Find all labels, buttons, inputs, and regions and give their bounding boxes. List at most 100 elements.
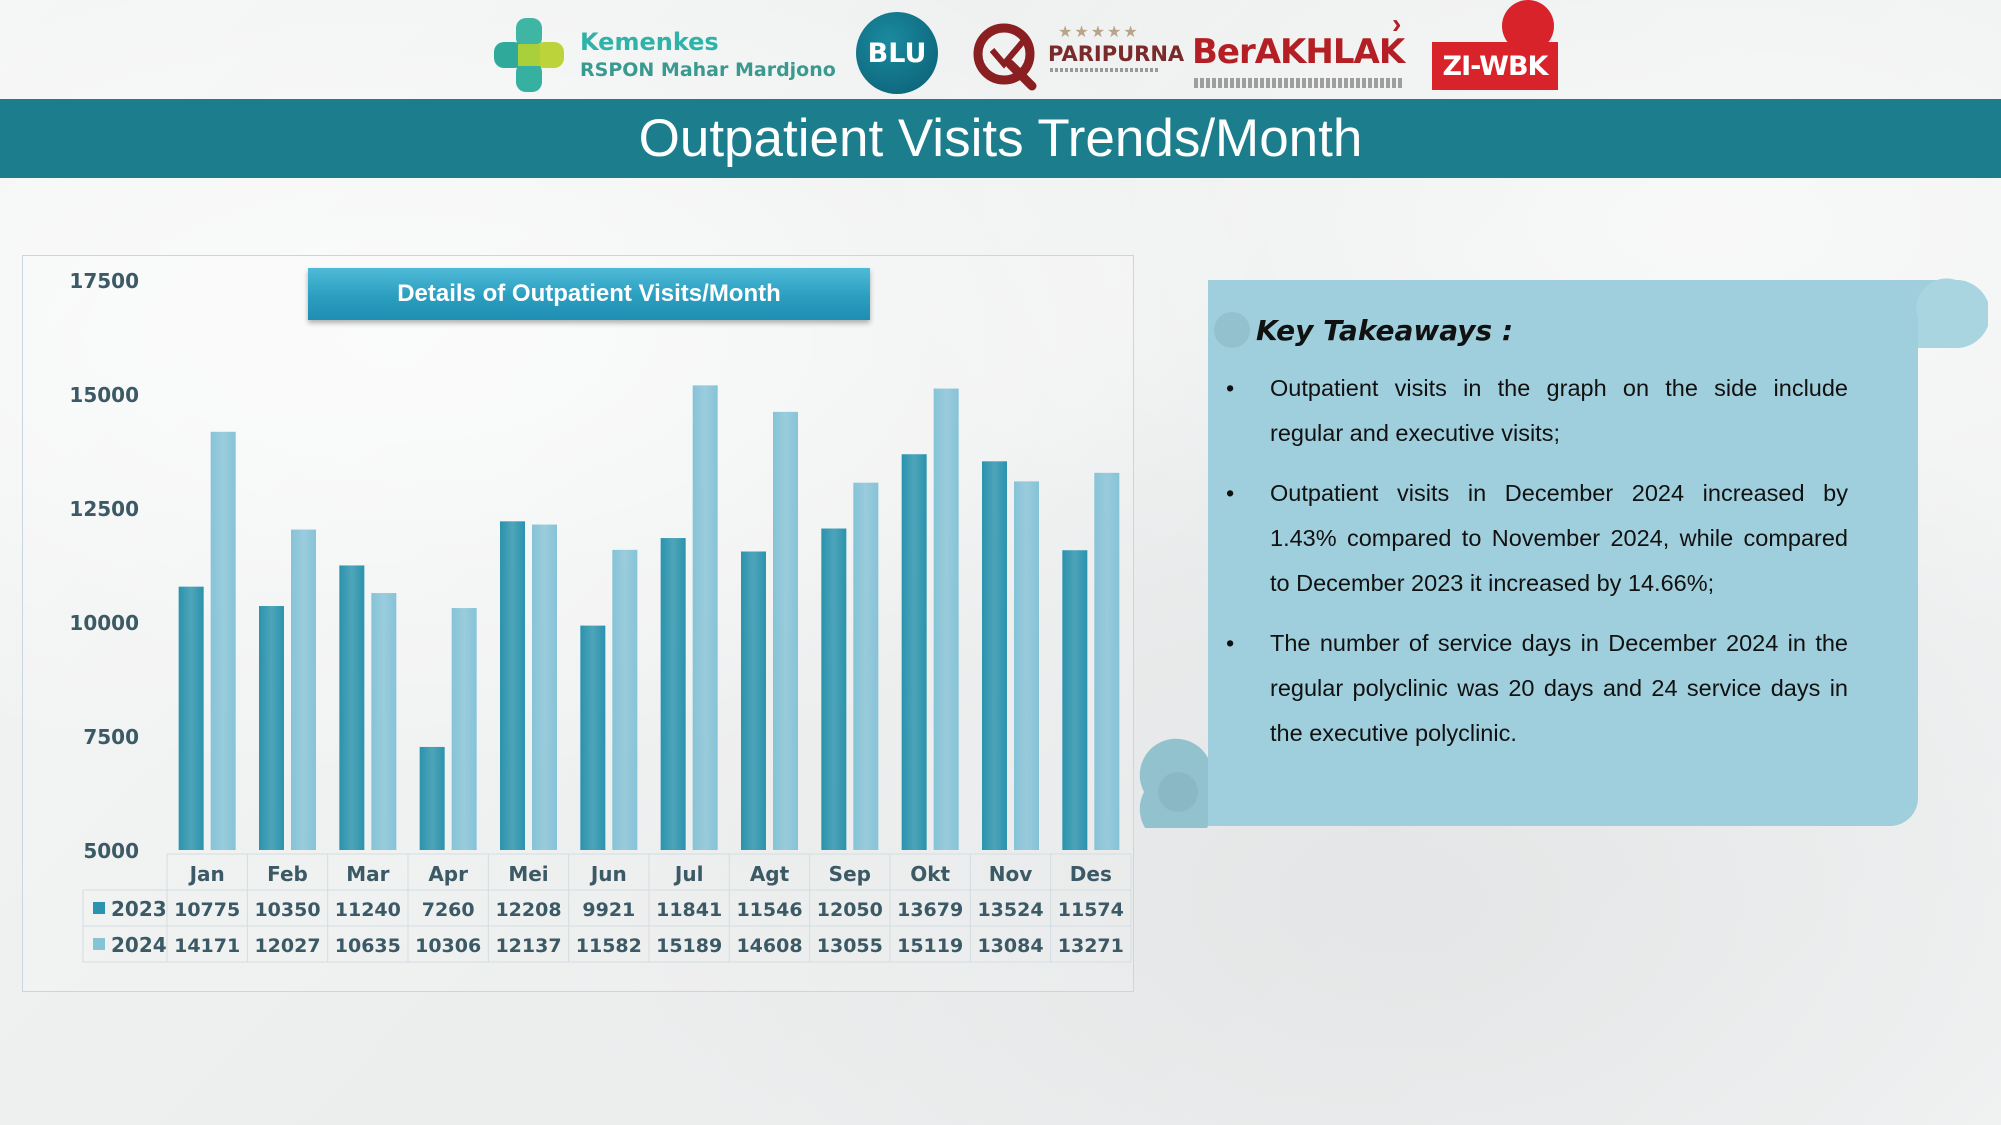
ziwbk-text: ZI-WBK <box>1432 42 1558 90</box>
data-label: 11574 <box>1058 899 1124 921</box>
category-label: Mei <box>508 862 548 886</box>
bar-2024-Jan <box>210 431 236 850</box>
bar-2023-Des <box>1062 550 1088 850</box>
bar-2023-Mei <box>500 521 525 850</box>
category-label: Apr <box>428 862 468 886</box>
paripurna-subtext-graphic <box>1050 68 1160 72</box>
legend-label: 2023 <box>111 897 167 921</box>
data-label: 14171 <box>174 935 240 957</box>
y-tick-label: 7500 <box>83 725 139 749</box>
category-label: Nov <box>989 862 1033 886</box>
category-label: Sep <box>829 862 871 886</box>
logo-bar: Kemenkes RSPON Mahar Mardjono BLU ★★★★★ … <box>0 0 2001 99</box>
bar-2023-Jun <box>580 625 606 850</box>
data-label: 11240 <box>335 899 401 921</box>
takeaway-text: Outpatient visits in the graph on the si… <box>1270 375 1848 446</box>
page-title: Outpatient Visits Trends/Month <box>638 109 1363 168</box>
rating-stars-icon: ★★★★★ <box>1058 24 1140 41</box>
data-label: 13084 <box>977 935 1043 957</box>
category-label: Okt <box>910 862 950 886</box>
y-tick-label: 17500 <box>69 269 139 293</box>
data-label: 12027 <box>254 935 320 957</box>
bullet-icon: • <box>1226 480 1235 506</box>
data-label: 15189 <box>656 935 722 957</box>
data-label: 10350 <box>254 899 320 921</box>
bar-2024-Okt <box>933 388 959 850</box>
ziwbk-logo: ZI-WBK <box>1432 0 1558 92</box>
bar-2023-Jul <box>660 538 686 850</box>
bullet-icon: • <box>1226 630 1235 656</box>
data-label: 11546 <box>736 899 802 921</box>
berakhlak-logo: BerAKHLAK › <box>1192 8 1412 92</box>
y-tick-label: 10000 <box>69 611 139 635</box>
chart-panel: 5000 7500 10000 12500 15000 17500 Jan 10775 1417… <box>22 255 1134 992</box>
takeaway-item: • Outpatient visits in the graph on the … <box>1226 366 1848 456</box>
scroll-banner-shape <box>1139 278 1988 828</box>
bullet-icon: • <box>1226 375 1235 401</box>
data-label: 12137 <box>495 935 561 957</box>
data-label: 9921 <box>582 899 635 921</box>
legend-label: 2024 <box>111 933 167 957</box>
legend-swatch <box>93 938 105 950</box>
category-label: Mar <box>346 862 389 886</box>
takeaway-item: • The number of service days in December… <box>1226 621 1848 756</box>
data-label: 14608 <box>736 935 802 957</box>
kemenkes-cross-icon <box>494 18 564 92</box>
category-label: Des <box>1070 862 1112 886</box>
blu-badge: BLU <box>856 12 938 94</box>
data-label: 7260 <box>422 899 475 921</box>
bar-2024-Mar <box>371 593 397 850</box>
data-label: 11841 <box>656 899 722 921</box>
bar-2023-Okt <box>901 454 927 850</box>
bar-2024-Agt <box>773 411 798 850</box>
bar-2023-Nov <box>982 461 1007 850</box>
paripurna-mark-icon <box>973 23 1037 91</box>
kemenkes-name: Kemenkes <box>580 28 719 56</box>
chart-title: Details of Outpatient Visits/Month <box>308 268 870 320</box>
kemenkes-logo: Kemenkes RSPON Mahar Mardjono <box>492 16 837 96</box>
paripurna-text: PARIPURNA <box>1048 42 1185 66</box>
data-label: 12050 <box>817 899 883 921</box>
bar-2024-Feb <box>291 529 316 850</box>
data-label: 13524 <box>977 899 1043 921</box>
bar-2024-Des <box>1094 472 1120 850</box>
bar-2023-Sep <box>821 528 847 850</box>
bar-2024-Jun <box>612 549 638 850</box>
data-label: 11582 <box>576 935 642 957</box>
kemenkes-hospital-name: RSPON Mahar Mardjono <box>580 59 836 81</box>
takeaways-heading: Key Takeaways : <box>1256 314 1514 347</box>
outpatient-bar-chart: 5000 7500 10000 12500 15000 17500 Jan 10775 1417… <box>69 269 1132 963</box>
y-tick-label: 15000 <box>69 383 139 407</box>
bar-2023-Apr <box>419 746 445 850</box>
category-label: Jan <box>188 862 225 886</box>
category-label: Jul <box>673 862 704 886</box>
data-label: 13679 <box>897 899 963 921</box>
chevron-right-icon: › <box>1392 8 1402 39</box>
bar-2023-Agt <box>741 551 766 850</box>
takeaway-item: • Outpatient visits in December 2024 inc… <box>1226 471 1848 606</box>
bar-2024-Nov <box>1014 481 1039 850</box>
berakhlak-text: BerAKHLAK <box>1192 32 1405 72</box>
data-label: 13055 <box>817 935 883 957</box>
bar-2024-Sep <box>853 482 879 850</box>
takeaways-list: • Outpatient visits in the graph on the … <box>1226 366 1848 771</box>
data-label: 10635 <box>335 935 401 957</box>
blu-logo: BLU <box>856 12 940 94</box>
bar-2024-Apr <box>451 608 477 850</box>
data-label: 12208 <box>495 899 561 921</box>
bar-2024-Jul <box>692 385 718 850</box>
data-label: 13271 <box>1058 935 1124 957</box>
title-banner: Outpatient Visits Trends/Month <box>0 99 2001 178</box>
data-label: 15119 <box>897 935 963 957</box>
data-label: 10775 <box>174 899 240 921</box>
legend-swatch <box>93 902 105 914</box>
bar-2023-Mar <box>339 565 365 850</box>
bar-2024-Mei <box>532 524 557 850</box>
paripurna-logo: ★★★★★ PARIPURNA <box>970 16 1184 92</box>
key-takeaways-panel: Key Takeaways : • Outpatient visits in t… <box>1138 278 1988 828</box>
category-label: Jun <box>589 862 627 886</box>
takeaway-text: Outpatient visits in December 2024 incre… <box>1270 480 1848 596</box>
category-label: Agt <box>750 862 790 886</box>
takeaway-text: The number of service days in December 2… <box>1270 630 1848 746</box>
berakhlak-subtext-graphic <box>1194 78 1402 88</box>
